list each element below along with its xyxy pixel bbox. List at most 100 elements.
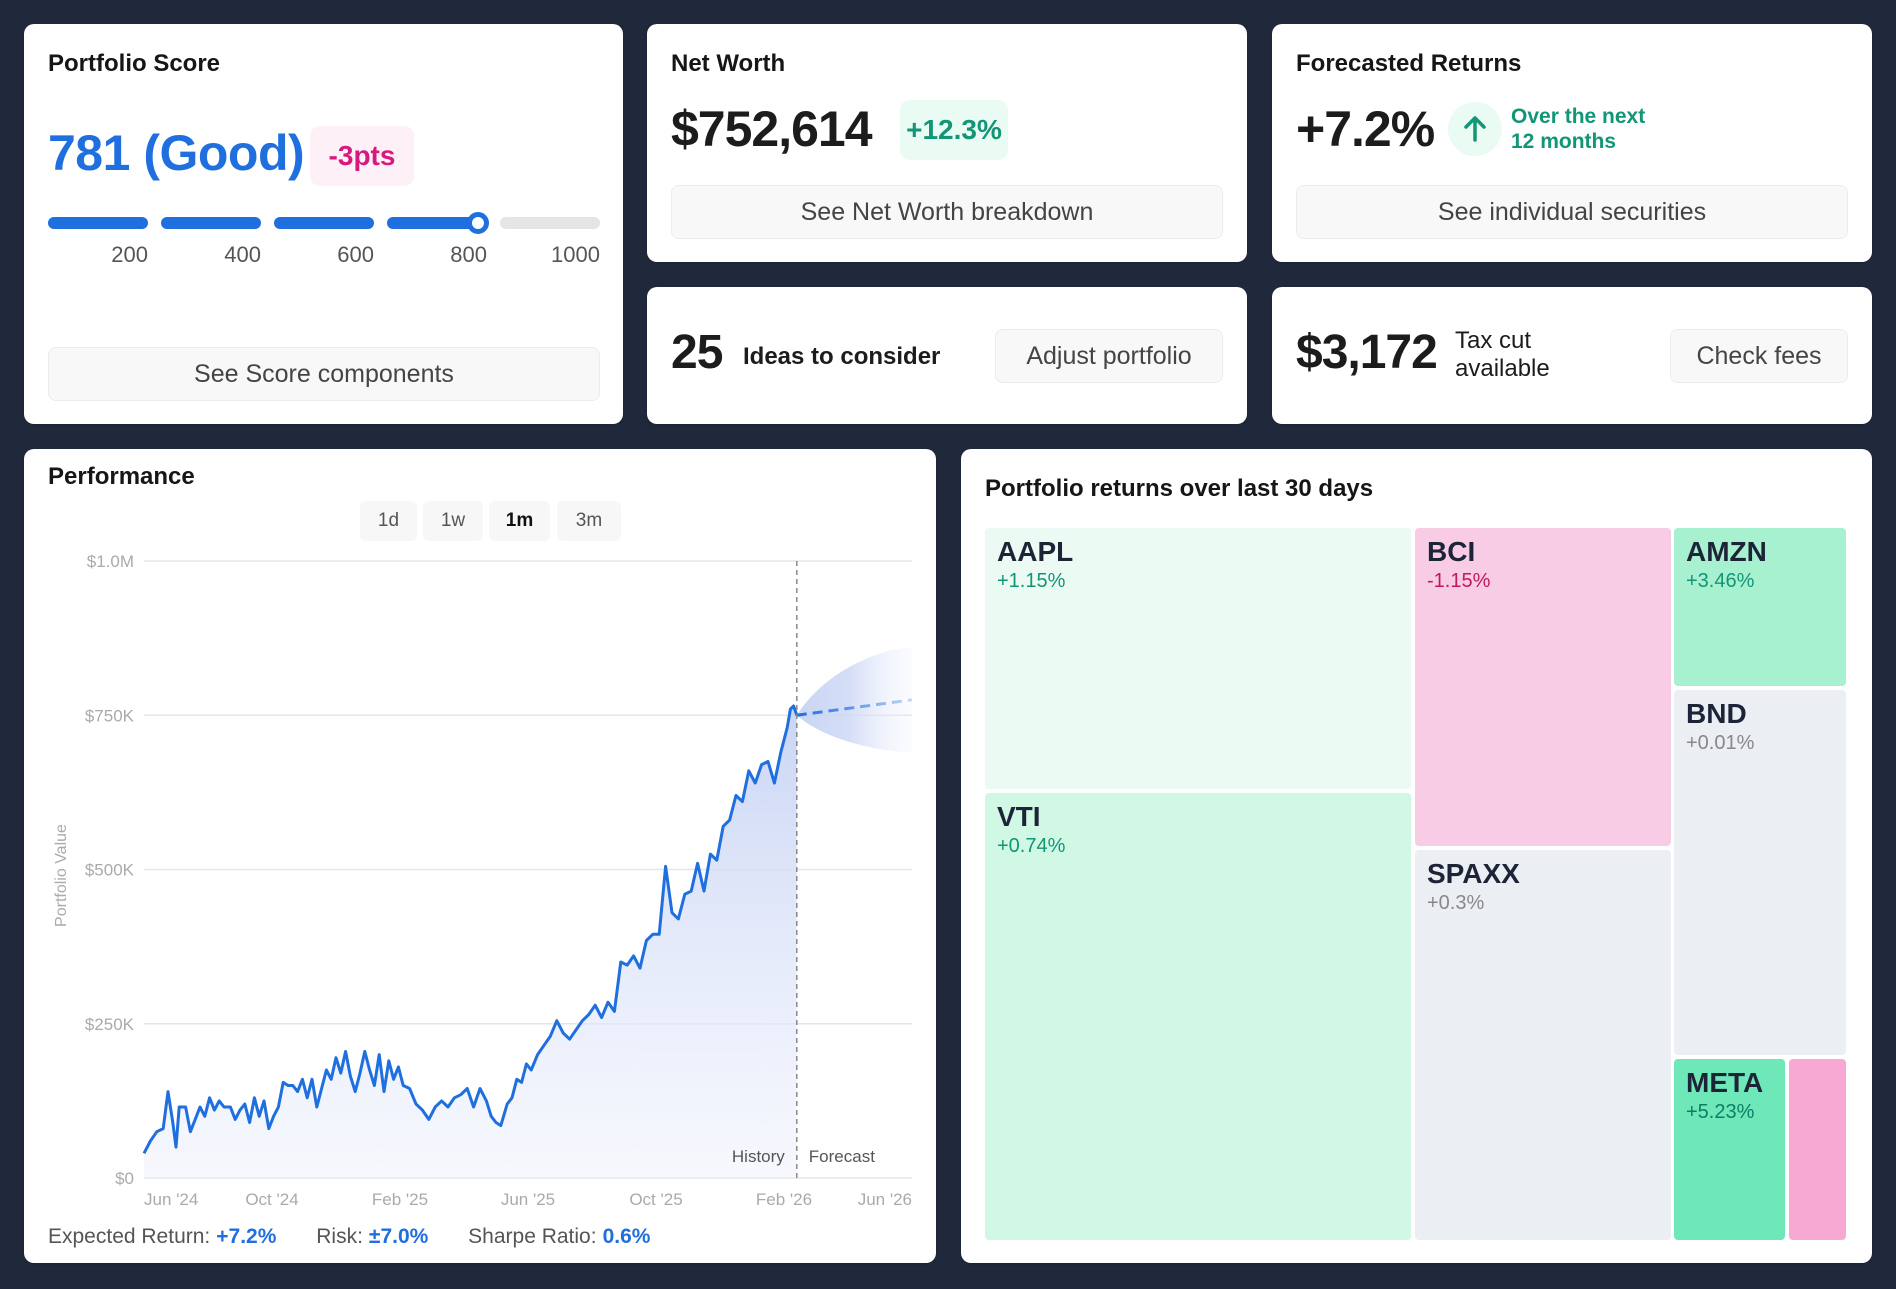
- tile-ticker: AMZN: [1686, 536, 1767, 567]
- see-net-worth-breakdown-button[interactable]: See Net Worth breakdown: [671, 185, 1223, 239]
- see-individual-securities-button[interactable]: See individual securities: [1296, 185, 1848, 239]
- forecast-band: [796, 647, 912, 753]
- tile-change: +3.46%: [1686, 570, 1755, 592]
- performance-chart: $0 $250K $500K $750K $1.0M Portfolio Value Jun…: [53, 552, 913, 1209]
- adjust-portfolio-button[interactable]: Adjust portfolio: [995, 329, 1223, 383]
- y-axis-label: Portfolio Value: [53, 824, 70, 927]
- forecast-note-line2: 12 months: [1511, 130, 1617, 153]
- check-fees-button[interactable]: Check fees: [1670, 329, 1848, 383]
- ideas-card: 25 Ideas to consider Adjust portfolio: [647, 287, 1247, 424]
- net-worth-value: $752,614: [671, 101, 873, 157]
- tile-change: +0.3%: [1427, 892, 1485, 914]
- tile-ticker: META: [1686, 1067, 1764, 1098]
- forecast-label: Forecast: [809, 1147, 875, 1166]
- score-segment: [48, 217, 148, 229]
- range-button-1d[interactable]: 1d: [360, 501, 417, 541]
- score-segment: [500, 217, 600, 229]
- forecasted-returns-card: Forecasted Returns +7.2% Over the next 1…: [1272, 24, 1872, 262]
- net-worth-change-badge: +12.3%: [900, 100, 1008, 160]
- ideas-count: 25: [671, 326, 723, 379]
- treemap-tile-meta[interactable]: META +5.23%: [1674, 1059, 1785, 1240]
- x-tick-label: Oct '24: [245, 1190, 298, 1209]
- tile-change: -1.15%: [1427, 570, 1491, 592]
- portfolio-returns-card: Portfolio returns over last 30 days AAPL…: [961, 449, 1872, 1263]
- x-tick-label: Jun '24: [144, 1190, 198, 1209]
- tax-cut-label-line1: Tax cut: [1455, 327, 1532, 354]
- ideas-label: Ideas to consider: [743, 343, 941, 370]
- score-segment-fill: [274, 217, 374, 229]
- y-tick-label: $0: [115, 1169, 134, 1188]
- x-tick-label: Oct '25: [629, 1190, 682, 1209]
- score-delta-badge: -3pts: [310, 126, 414, 186]
- tax-cut-card: $3,172 Tax cut available Check fees: [1272, 287, 1872, 424]
- see-score-components-button[interactable]: See Score components: [48, 347, 600, 401]
- score-segment: [274, 217, 374, 229]
- range-button-3m[interactable]: 3m: [557, 501, 621, 541]
- range-button-1w[interactable]: 1w: [423, 501, 483, 541]
- x-tick-label: Feb '26: [756, 1190, 812, 1209]
- score-segment-fill: [161, 217, 261, 229]
- treemap-tile-aapl[interactable]: AAPL +1.15%: [985, 528, 1411, 789]
- card-title: Net Worth: [671, 50, 786, 77]
- tax-cut-label: Tax cut available: [1455, 327, 1550, 383]
- card-title: Forecasted Returns: [1296, 50, 1522, 77]
- score-scale-label: 800: [450, 242, 487, 267]
- score-segment-fill: [387, 217, 478, 229]
- card-title: Portfolio Score: [48, 50, 221, 77]
- y-tick-label: $500K: [85, 861, 135, 880]
- treemap-tile-amzn[interactable]: AMZN +3.46%: [1674, 528, 1846, 686]
- range-button-1m[interactable]: 1m: [489, 501, 550, 541]
- tile-ticker: BCI: [1427, 536, 1476, 567]
- tile-ticker: BND: [1686, 698, 1747, 729]
- treemap-tile-unlabeled[interactable]: [1789, 1059, 1846, 1240]
- history-area: [144, 706, 797, 1178]
- risk-value: ±7.0%: [368, 1225, 429, 1248]
- score-marker: [466, 212, 489, 234]
- forecast-note-line1: Over the next: [1511, 105, 1646, 128]
- tax-cut-label-line2: available: [1455, 355, 1550, 382]
- tile-change: +5.23%: [1686, 1101, 1755, 1123]
- performance-card: $0 $250K $500K $750K $1.0M Portfolio Value Jun…: [24, 449, 936, 1263]
- forecast-note: Over the next 12 months: [1511, 104, 1645, 154]
- score-scale-label: 400: [224, 242, 261, 267]
- treemap-tile-bnd[interactable]: BND +0.01%: [1674, 690, 1846, 1055]
- expected-return-value: +7.2%: [216, 1225, 277, 1248]
- history-label: History: [732, 1147, 785, 1166]
- score-segment-fill: [48, 217, 148, 229]
- performance-stats: Expected Return: +7.2% Risk: ±7.0% Sharpe …: [48, 1225, 684, 1249]
- card-title: Performance: [48, 463, 195, 490]
- portfolio-score-card: Portfolio Score 781 (Good) -3pts 200 400 6…: [24, 24, 623, 424]
- x-tick-label: Jun '25: [501, 1190, 555, 1209]
- tile-ticker: VTI: [997, 801, 1041, 832]
- tile-change: +1.15%: [997, 570, 1066, 592]
- arrow-up-icon: [1448, 102, 1502, 156]
- score-scale-label: 600: [337, 242, 374, 267]
- tax-cut-value: $3,172: [1296, 326, 1438, 379]
- x-tick-label: Feb '25: [372, 1190, 428, 1209]
- sharpe-ratio-label: Sharpe Ratio:: [468, 1225, 597, 1248]
- sharpe-ratio-value: 0.6%: [602, 1225, 651, 1248]
- history-line: [142, 704, 799, 1154]
- y-tick-label: $750K: [85, 706, 135, 725]
- treemap-tile-vti[interactable]: VTI +0.74%: [985, 793, 1411, 1240]
- score-value: 781 (Good): [48, 125, 305, 181]
- score-segment: [387, 217, 487, 229]
- tile-change: +0.01%: [1686, 732, 1755, 754]
- forecast-line: [796, 698, 913, 717]
- x-tick-label: Jun '26: [858, 1190, 912, 1209]
- y-tick-label: $1.0M: [87, 552, 134, 571]
- y-tick-label: $250K: [85, 1015, 135, 1034]
- treemap-tile-bci[interactable]: BCI -1.15%: [1415, 528, 1671, 846]
- score-scale-label: 1000: [551, 242, 600, 267]
- tile-ticker: SPAXX: [1427, 858, 1520, 889]
- score-segment: [161, 217, 261, 229]
- tile-change: +0.74%: [997, 835, 1066, 857]
- score-scale-label: 200: [111, 242, 148, 267]
- tile-ticker: AAPL: [997, 536, 1074, 567]
- forecast-value: +7.2%: [1296, 101, 1435, 157]
- treemap-tile-spaxx[interactable]: SPAXX +0.3%: [1415, 850, 1671, 1240]
- card-title: Portfolio returns over last 30 days: [985, 475, 1374, 502]
- expected-return-label: Expected Return:: [48, 1225, 211, 1248]
- risk-label: Risk:: [316, 1225, 363, 1248]
- net-worth-card: Net Worth $752,614 +12.3% See Net Worth …: [647, 24, 1247, 262]
